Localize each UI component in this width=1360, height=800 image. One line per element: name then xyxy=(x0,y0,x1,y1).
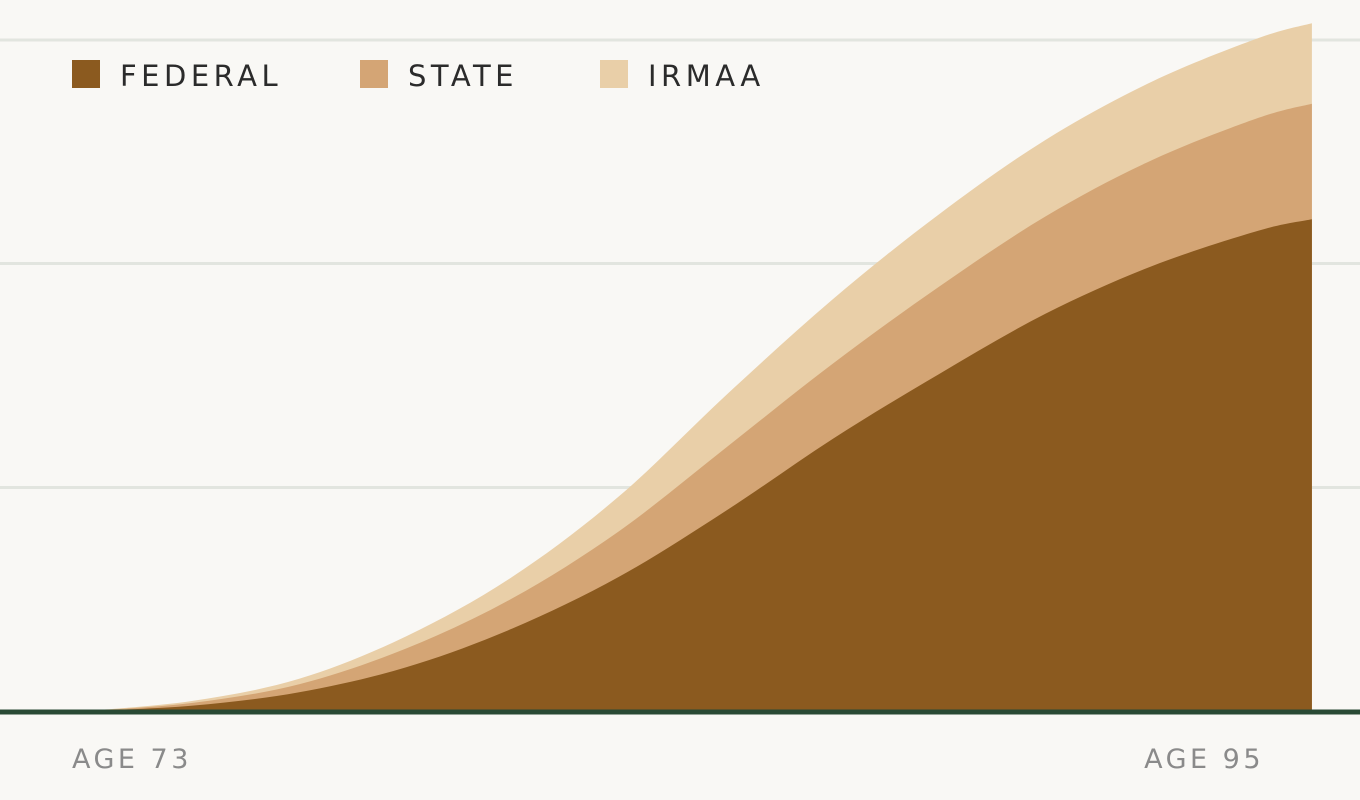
legend-item-federal: FEDERAL xyxy=(72,59,282,93)
legend-item-state: STATE xyxy=(360,59,518,93)
legend-label-federal: FEDERAL xyxy=(120,59,282,93)
x-tick-label-73: AGE 73 xyxy=(72,744,192,775)
legend-item-irmaa: IRMAA xyxy=(600,59,765,93)
legend: FEDERAL STATE IRMAA xyxy=(72,59,765,93)
area-federal xyxy=(86,219,1312,711)
legend-swatch-state xyxy=(360,60,388,88)
legend-label-irmaa: IRMAA xyxy=(648,59,765,93)
legend-swatch-irmaa xyxy=(600,60,628,88)
x-tick-label-95: AGE 95 xyxy=(1144,744,1264,775)
legend-label-state: STATE xyxy=(408,59,518,93)
series-areas xyxy=(86,23,1312,711)
legend-swatch-federal xyxy=(72,60,100,88)
x-tick-labels: AGE 73 AGE 95 xyxy=(72,744,1264,775)
